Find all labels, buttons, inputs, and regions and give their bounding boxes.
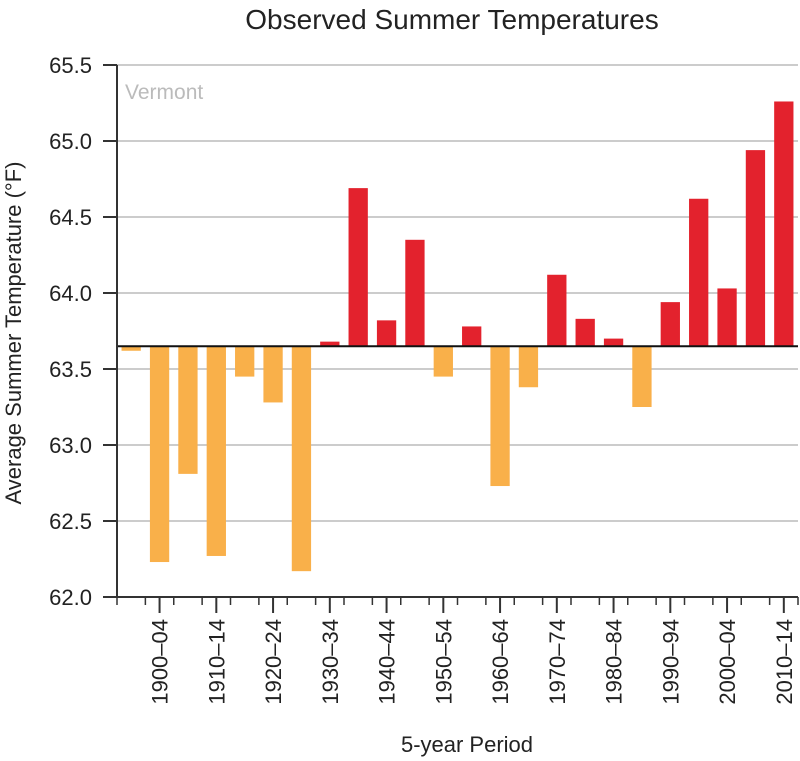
x-tick-label: 1900–04: [148, 619, 173, 705]
region-label: Vermont: [125, 81, 203, 104]
x-axis-label: 5-year Period: [401, 732, 533, 757]
y-tick-label: 64.0: [49, 281, 92, 306]
axes: [103, 64, 799, 613]
x-tick-labels: 1900–04 1910–14 1920–24 1930–34 1940–44 1950–…: [148, 619, 797, 705]
bar: [433, 346, 453, 377]
bar: [206, 346, 226, 556]
bar: [490, 346, 510, 487]
bar: [178, 346, 198, 474]
x-tick-label: 1930–34: [318, 619, 343, 705]
x-tick-label: 1990–94: [658, 619, 683, 705]
x-tick-label: 1950–54: [431, 619, 456, 705]
bar: [235, 346, 255, 377]
y-tick-label: 63.0: [49, 433, 92, 458]
bar: [575, 318, 595, 347]
gridlines: [117, 64, 798, 598]
bar: [632, 346, 652, 407]
x-tick-label: 2010–14: [772, 619, 797, 705]
bar: [121, 346, 141, 351]
bar: [348, 188, 368, 347]
chart-title: Observed Summer Temperatures: [245, 4, 658, 35]
y-tick-label: 62.0: [49, 585, 92, 610]
x-tick-label: 1910–14: [204, 619, 229, 705]
x-tick-label: 1980–84: [602, 619, 627, 705]
bar: [660, 302, 680, 347]
bar: [774, 101, 794, 347]
y-tick-label: 64.5: [49, 205, 92, 230]
x-tick-label: 1920–24: [261, 619, 286, 705]
bar: [547, 274, 567, 347]
bar: [518, 346, 539, 388]
bar: [320, 341, 340, 347]
bar: [291, 346, 312, 572]
y-tick-label: 65.5: [49, 53, 92, 78]
x-tick-label: 1960–64: [488, 619, 513, 705]
bar: [263, 346, 283, 403]
y-tick-label: 63.5: [49, 357, 92, 382]
bar: [405, 239, 425, 347]
y-axis-label: Average Summer Temperature (°F): [1, 162, 26, 505]
bar: [717, 288, 737, 347]
bar: [689, 198, 709, 347]
x-tick-label: 1940–44: [375, 619, 400, 705]
bar: [462, 326, 482, 347]
bars: [121, 101, 794, 572]
y-tick-labels: 62.0 62.5 63.0 63.5 64.0 64.5 65.0 65.5: [49, 53, 92, 610]
bar: [149, 346, 170, 563]
x-tick-label: 2000–04: [715, 619, 740, 705]
x-tick-label: 1970–74: [545, 619, 570, 705]
bar: [603, 338, 624, 347]
y-tick-label: 65.0: [49, 129, 92, 154]
bar: [745, 150, 766, 347]
y-tick-label: 62.5: [49, 509, 92, 534]
bar: [376, 320, 397, 347]
